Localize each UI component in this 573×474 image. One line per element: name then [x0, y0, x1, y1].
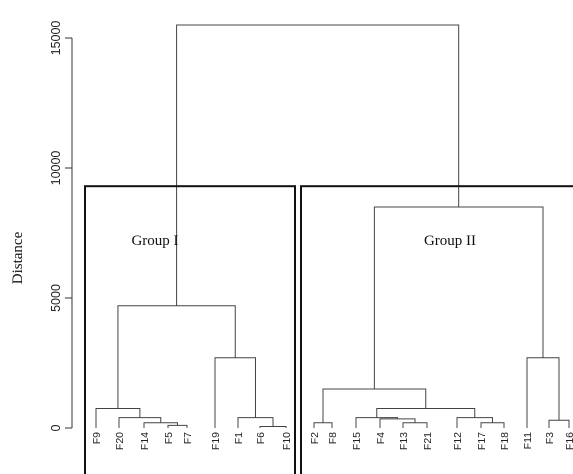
leaf-label: F1 [233, 432, 245, 444]
leaf-label: F16 [564, 432, 573, 450]
y-tick-label: 5000 [49, 284, 63, 312]
dendrogram-link [548, 419, 570, 428]
dendrogram-link [480, 422, 505, 428]
group-box [84, 185, 296, 474]
leaf-label: F20 [114, 432, 126, 450]
dendrogram-link [117, 305, 236, 409]
dendrogram-link [95, 408, 141, 428]
dendrogram-link [176, 24, 460, 306]
leaf-label: F15 [351, 432, 363, 450]
group-boxes: Group I Group II [84, 185, 573, 474]
leaf-label: F12 [452, 432, 464, 450]
y-tick-label: 0 [49, 424, 63, 431]
dendrogram-link [379, 418, 416, 428]
leaf-label: F2 [309, 432, 321, 444]
dendrogram-link [259, 425, 287, 428]
dendrogram-link [376, 408, 476, 418]
leaf-label: F6 [255, 432, 267, 444]
group-box [300, 185, 573, 474]
y-axis: 0 5000 10000 15000 [49, 21, 73, 431]
leaf-label: F7 [182, 432, 194, 444]
leaf-label: F5 [163, 432, 175, 444]
leaf-label: F17 [476, 432, 488, 450]
leaf-label: F21 [422, 432, 434, 450]
leaf-label: F9 [91, 432, 103, 444]
dendrogram-link [167, 424, 188, 428]
group-label: Group II [424, 233, 476, 249]
dendrogram-link [313, 422, 333, 428]
y-tick-label: 10000 [49, 151, 63, 186]
leaf-label: F18 [499, 432, 511, 450]
dendrogram-link [402, 422, 428, 428]
leaf-label: F11 [522, 432, 534, 449]
leaf-label: F14 [139, 432, 151, 450]
dendrogram-link [526, 357, 560, 428]
leaf-label: F19 [210, 432, 222, 450]
leaf-label: F8 [327, 432, 339, 444]
leaf-label: F13 [398, 432, 410, 450]
dendrogram-tree [95, 24, 570, 428]
y-tick-label: 15000 [49, 21, 63, 56]
group-label: Group I [131, 233, 178, 249]
leaf-labels: F9 F20 F14 F5 F7 F19 F1 F6 F10 F2 F8 F15 F4 F13 F21 F12… [91, 432, 573, 450]
leaf-label: F3 [544, 432, 556, 444]
leaf-label: F10 [281, 432, 293, 450]
y-axis-label: Distance [10, 231, 26, 284]
leaf-label: F4 [375, 432, 387, 444]
